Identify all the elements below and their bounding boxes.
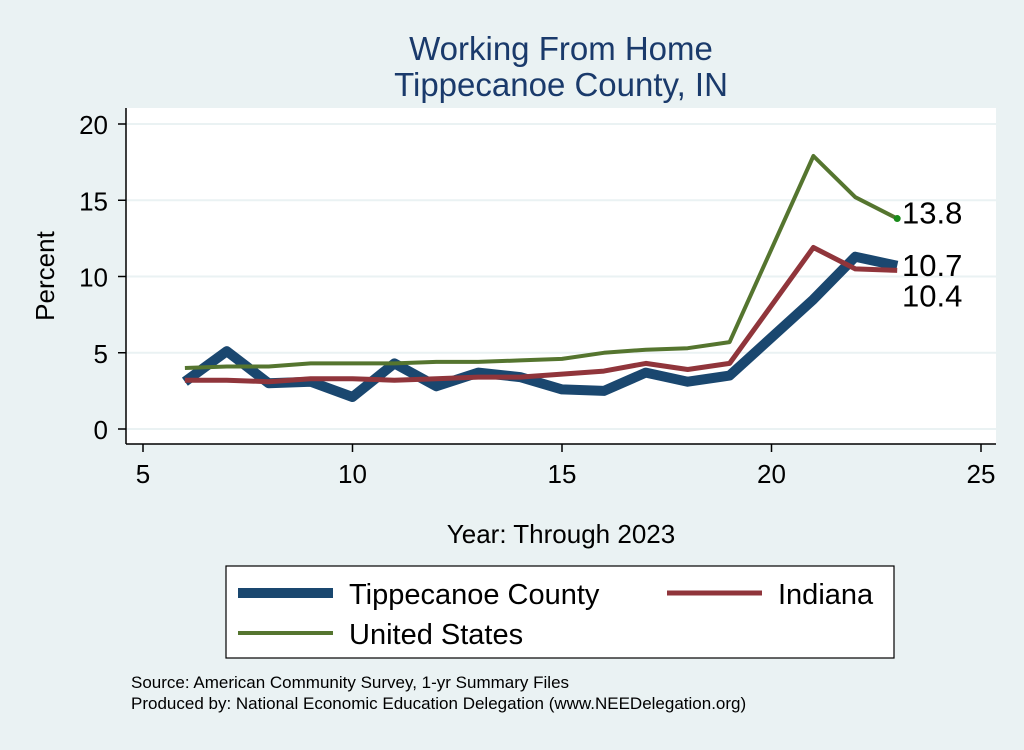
y-tick-label: 10 [79, 263, 108, 293]
series-line-indiana [184, 245, 898, 385]
x-axis-label: Year: Through 2023 [447, 519, 675, 549]
x-tick-label: 20 [757, 459, 786, 489]
y-tick-label: 5 [94, 339, 108, 369]
series-line-united-states [184, 154, 899, 370]
chart-title: Working From Home [409, 30, 713, 67]
legend-label-indiana: Indiana [778, 579, 874, 611]
x-tick-label: 25 [967, 459, 996, 489]
series-group [181, 154, 901, 402]
end-label-indiana: 10.4 [902, 278, 962, 313]
end-label-united-states: 13.8 [902, 196, 962, 231]
source-note: Source: American Community Survey, 1-yr … [131, 673, 569, 692]
legend-box [225, 565, 895, 659]
x-tick-label: 10 [338, 459, 367, 489]
x-axis-ticks: 5 10 15 20 25 [136, 444, 996, 489]
legend-label-united-states: United States [349, 619, 523, 651]
x-tick-label: 15 [548, 459, 577, 489]
chart-subtitle: Tippecanoe County, IN [394, 66, 728, 103]
y-tick-label: 15 [79, 186, 108, 216]
produced-by-note: Produced by: National Economic Education… [131, 694, 746, 713]
legend: Tippecanoe County Indiana United States [238, 579, 874, 651]
gridlines [126, 123, 996, 430]
end-point-marker-united-states [893, 215, 901, 223]
legend-label-tippecanoe-county: Tippecanoe County [349, 579, 600, 611]
y-axis-ticks: 0 5 10 15 20 [79, 110, 126, 445]
y-tick-label: 0 [94, 415, 108, 445]
y-tick-label: 20 [79, 110, 108, 140]
y-axis-label: Percent [30, 230, 60, 320]
x-tick-label: 5 [136, 459, 150, 489]
end-label-tippecanoe-county: 10.7 [902, 248, 962, 283]
end-labels: 10.710.4 13.8 [902, 196, 962, 314]
